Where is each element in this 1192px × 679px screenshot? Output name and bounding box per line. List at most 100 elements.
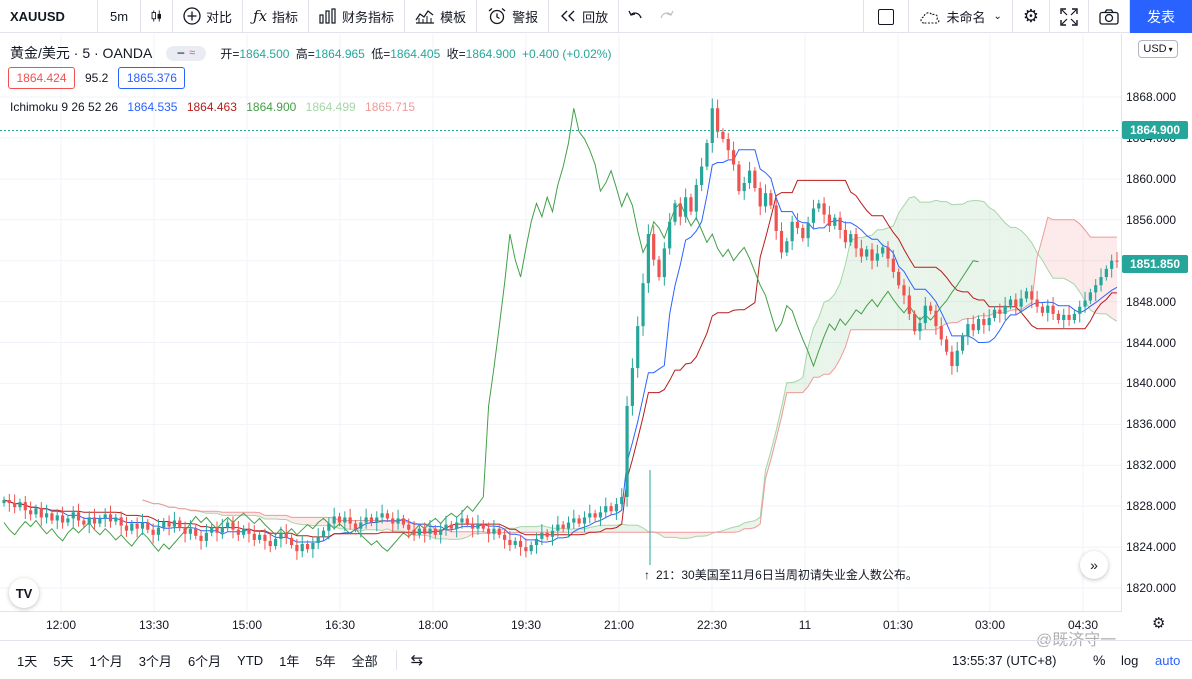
cloud-segment <box>1053 219 1059 279</box>
cloud-segment <box>962 201 968 320</box>
cloud-segment <box>983 201 990 316</box>
cloud-segment <box>744 521 750 529</box>
open-value: 1864.500 <box>239 46 290 61</box>
fullscreen-button[interactable] <box>1050 0 1089 33</box>
go-to-date-icon[interactable]: ⇆ <box>410 652 424 669</box>
cloud-segment <box>872 229 878 330</box>
candle <box>55 509 59 530</box>
snapshot-button[interactable] <box>1089 0 1130 33</box>
price-chart[interactable] <box>0 34 1192 640</box>
range-1d[interactable]: 1天 <box>17 653 38 669</box>
financials-label: 财务指标 <box>342 9 395 25</box>
cloud-segment <box>797 377 803 393</box>
time-axis-label: 19:30 <box>510 618 542 632</box>
cloud-segment <box>941 201 947 327</box>
clock-timezone[interactable]: 13:55:37 (UTC+8) <box>952 653 1057 668</box>
cloud-icon <box>920 11 940 24</box>
candle <box>321 527 326 541</box>
settings-button[interactable]: ⚙ <box>1013 0 1050 33</box>
time-axis-label: 18:00 <box>417 618 449 632</box>
compare-button[interactable]: 对比 <box>173 0 244 33</box>
template-chart-icon <box>415 10 435 24</box>
cloud-segment <box>989 207 995 316</box>
candle <box>705 139 709 171</box>
candle <box>982 312 986 334</box>
axis-settings-icon[interactable]: ⚙ <box>1152 615 1166 632</box>
price-axis-label: 1848.000 <box>1126 294 1177 309</box>
cloud-segment <box>637 525 644 533</box>
candle <box>929 302 933 315</box>
range-3m[interactable]: 3个月 <box>138 653 172 669</box>
buy-button[interactable]: 1865.376 <box>118 67 186 89</box>
candle <box>790 215 794 250</box>
currency-button[interactable]: USD ▾ <box>1138 40 1178 58</box>
ichimoku-legend[interactable]: Ichimoku 9 26 52 26 1864.535 1864.463 18… <box>10 100 421 114</box>
cloud-segment <box>1010 227 1016 311</box>
range-5y[interactable]: 5年 <box>315 653 336 669</box>
tradingview-logo-icon[interactable]: TV <box>9 578 39 608</box>
candle <box>444 515 448 536</box>
cloud-segment <box>856 237 862 330</box>
legend-visibility-pill[interactable]: ━ ≈ <box>166 45 207 61</box>
replay-button[interactable]: 回放 <box>549 0 620 33</box>
candle <box>795 213 800 235</box>
candle <box>50 509 54 525</box>
range-1y[interactable]: 1年 <box>279 653 300 669</box>
candle <box>316 528 320 550</box>
templates-button[interactable]: 模板 <box>405 0 478 33</box>
time-axis-label: 15:00 <box>231 618 263 632</box>
cloud-segment <box>525 526 532 533</box>
layout-name-button[interactable]: 未命名 ⌄ <box>909 0 1013 33</box>
range-1m[interactable]: 1个月 <box>89 653 123 669</box>
chevron-down-icon: ⌄ <box>993 11 1002 22</box>
legend-symbol[interactable]: 黄金/美元 · 5 · OANDA <box>10 45 153 61</box>
auto-toggle[interactable]: auto <box>1155 653 1181 668</box>
candle <box>700 157 704 192</box>
interval-button[interactable]: 5m <box>98 0 141 33</box>
cloud-segment <box>627 525 633 533</box>
ichimoku-cloud <box>142 196 1118 540</box>
scroll-to-realtime-button[interactable]: » <box>1080 551 1108 579</box>
indicators-button[interactable]: ƒx 指标 <box>243 0 310 33</box>
candle <box>76 503 81 527</box>
candle <box>476 514 480 535</box>
candle <box>423 522 427 543</box>
sell-button[interactable]: 1864.424 <box>8 67 75 89</box>
candle <box>23 495 27 519</box>
candle <box>295 538 299 560</box>
layout-toggle-button[interactable] <box>863 0 910 33</box>
range-all[interactable]: 全部 <box>351 653 378 669</box>
range-5d[interactable]: 5天 <box>53 653 74 669</box>
candle <box>987 309 991 332</box>
time-axis-label: 21:00 <box>603 618 635 632</box>
range-6m[interactable]: 6个月 <box>187 653 222 669</box>
percent-toggle[interactable]: % <box>1093 652 1106 668</box>
candle <box>673 199 677 226</box>
alert-button[interactable]: 警报 <box>477 0 550 33</box>
candle <box>327 517 331 540</box>
chart-type-button[interactable] <box>141 0 173 33</box>
candle <box>662 242 666 286</box>
cloud-segment <box>312 517 319 526</box>
undo-button[interactable] <box>619 0 651 33</box>
candle <box>811 199 816 229</box>
cloud-segment <box>1095 237 1102 314</box>
publish-button[interactable]: 发表 <box>1130 0 1192 33</box>
cloud-segment <box>973 200 979 319</box>
cloud-segment <box>451 531 457 540</box>
candle <box>337 512 342 527</box>
candle <box>785 237 789 257</box>
log-toggle[interactable]: log <box>1121 653 1139 668</box>
candle <box>870 243 874 270</box>
layout-name-label: 未命名 <box>946 10 986 25</box>
candle <box>258 531 262 544</box>
symbol-search-button[interactable]: XAUUSD <box>0 0 98 33</box>
candle <box>236 520 240 541</box>
redo-button[interactable] <box>651 0 683 33</box>
range-ytd[interactable]: YTD <box>237 652 264 668</box>
cloud-segment <box>536 525 542 533</box>
cloud-segment <box>824 300 830 375</box>
financials-button[interactable]: 财务指标 <box>309 0 406 33</box>
candle <box>92 508 97 530</box>
close-value: 1864.900 <box>465 46 516 61</box>
